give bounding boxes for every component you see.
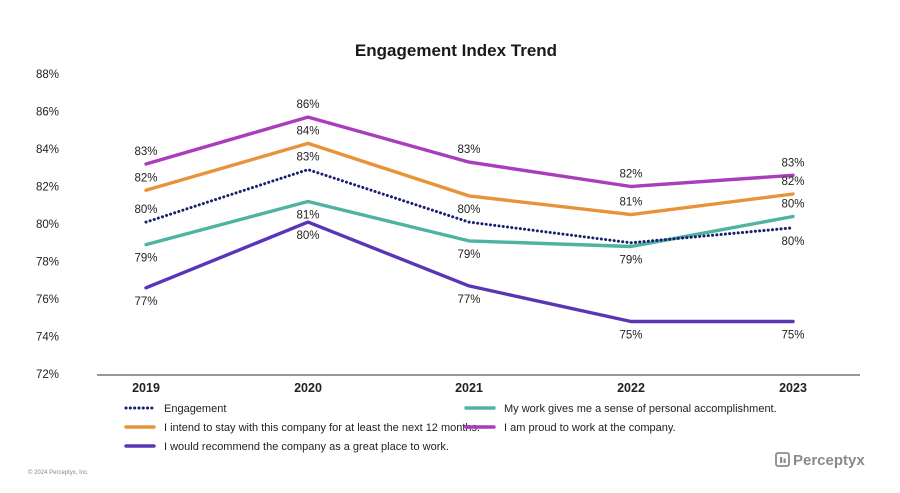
data-label: 83% <box>457 144 480 156</box>
y-axis: 72% 74% 76% 78% 80% 82% 84% 86% 88% <box>36 69 59 381</box>
legend: Engagement I intend to stay with this com… <box>124 403 777 453</box>
x-tick-label: 2021 <box>455 381 483 395</box>
x-tick-label: 2020 <box>294 381 322 395</box>
x-axis: 2019 2020 2021 2022 2023 <box>132 381 807 395</box>
y-tick-label: 84% <box>36 144 59 156</box>
data-labels: 80% 83% 80% 82% 84% 80% 81% 82% 77% 80% 77% 75% 75% 7… <box>134 99 804 341</box>
data-label: 80% <box>781 199 804 211</box>
y-tick-label: 88% <box>36 69 59 81</box>
data-label: 79% <box>619 255 642 267</box>
data-label: 82% <box>134 172 157 184</box>
x-tick-label: 2019 <box>132 381 160 395</box>
y-tick-label: 72% <box>36 369 59 381</box>
chart-title: Engagement Index Trend <box>355 41 557 60</box>
data-label: 84% <box>296 125 319 137</box>
data-label: 80% <box>457 204 480 216</box>
legend-label: My work gives me a sense of personal acc… <box>504 403 777 415</box>
data-label: 77% <box>457 294 480 306</box>
y-tick-label: 74% <box>36 332 59 344</box>
x-tick-label: 2022 <box>617 381 645 395</box>
series-layer <box>144 115 795 324</box>
series-line <box>144 220 795 324</box>
perceptyx-logo-icon <box>775 452 790 467</box>
series-line <box>144 199 795 249</box>
data-label: 86% <box>296 99 319 111</box>
copyright-text: © 2024 Perceptyx, Inc. <box>28 469 89 476</box>
y-tick-label: 76% <box>36 294 59 306</box>
y-tick-label: 82% <box>36 182 59 194</box>
series-line <box>144 168 795 245</box>
legend-label: I intend to stay with this company for a… <box>164 422 480 434</box>
legend-label: I would recommend the company as a great… <box>164 441 449 453</box>
series-line <box>144 115 795 189</box>
data-label: 77% <box>134 296 157 308</box>
y-tick-label: 78% <box>36 257 59 269</box>
series-line <box>144 141 795 217</box>
data-label: 82% <box>781 176 804 188</box>
data-label: 75% <box>781 330 804 342</box>
data-label: 79% <box>134 253 157 265</box>
data-label: 81% <box>296 210 319 222</box>
y-tick-label: 80% <box>36 219 59 231</box>
data-label: 83% <box>781 157 804 169</box>
data-label: 81% <box>619 197 642 209</box>
brand-name: Perceptyx <box>793 452 865 469</box>
data-label: 82% <box>619 169 642 181</box>
data-label: 80% <box>296 230 319 242</box>
x-tick-label: 2023 <box>779 381 807 395</box>
legend-label: Engagement <box>164 403 226 415</box>
legend-label: I am proud to work at the company. <box>504 422 676 434</box>
data-label: 79% <box>457 249 480 261</box>
data-label: 83% <box>134 146 157 158</box>
data-label: 80% <box>781 236 804 248</box>
brand-logo: Perceptyx <box>775 452 865 469</box>
data-label: 75% <box>619 330 642 342</box>
data-label: 80% <box>134 204 157 216</box>
data-label: 83% <box>296 152 319 164</box>
y-tick-label: 86% <box>36 107 59 119</box>
